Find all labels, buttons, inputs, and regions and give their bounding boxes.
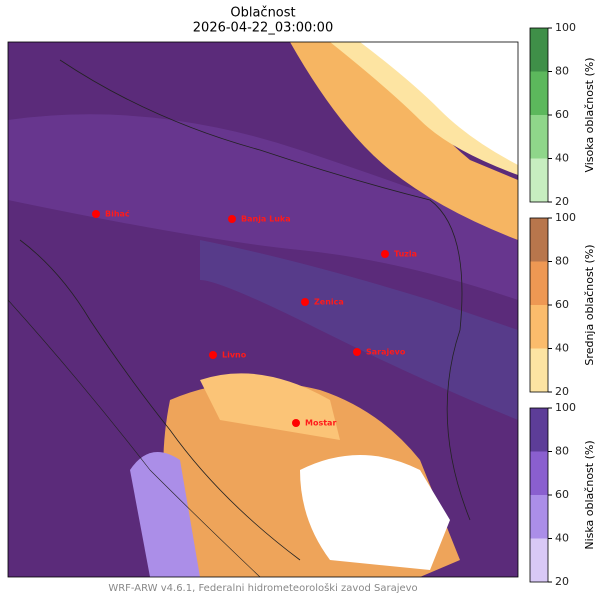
colorbar-tick-label: 80 <box>555 65 569 78</box>
city-marker <box>301 298 309 306</box>
colorbar-band <box>530 305 548 349</box>
colorbar-tick-label: 100 <box>555 211 576 224</box>
colorbar-tick-label: 80 <box>555 255 569 268</box>
colorbar-band <box>530 408 548 452</box>
colorbar-tick-label: 20 <box>555 195 569 208</box>
city-marker <box>228 215 236 223</box>
colorbar-band <box>530 28 548 72</box>
colorbar-tick-label: 40 <box>555 152 569 165</box>
colorbar-tick-label: 60 <box>555 488 569 501</box>
colorbar-tick-label: 80 <box>555 445 569 458</box>
colorbar-band <box>530 495 548 539</box>
city-label: Sarajevo <box>366 348 406 357</box>
city-label: Tuzla <box>394 250 417 259</box>
subtitle: 2026-04-22_03:00:00 <box>193 21 333 36</box>
colorbar-tick-label: 60 <box>555 298 569 311</box>
title: Oblačnost <box>230 6 295 21</box>
colorbar-band <box>530 158 548 202</box>
colorbar-band <box>530 451 548 495</box>
city-label: Livno <box>222 351 247 360</box>
colorbar-band <box>530 538 548 582</box>
city-label: Zenica <box>314 298 344 307</box>
cities: Bihać Banja Luka Tuzla Zenica Livno Sarajevo M… <box>92 209 417 428</box>
colorbar-tick-label: 40 <box>555 342 569 355</box>
colorbar-tick-label: 100 <box>555 21 576 34</box>
colorbar-band <box>530 115 548 159</box>
map-frame <box>7 41 519 578</box>
colorbar-label: Niska oblačnost (%) <box>583 440 596 549</box>
city-label: Banja Luka <box>241 215 291 224</box>
footer: WRF-ARW v4.6.1, Federalni hidrometeorolo… <box>108 582 417 594</box>
colorbar-tick-label: 100 <box>555 401 576 414</box>
city-label: Bihać <box>105 209 130 219</box>
city-label: Mostar <box>305 419 336 428</box>
colorbars: 20 40 60 80 100 Visoka oblačnost (%) 20 40 60 80 1… <box>529 21 596 588</box>
colorbar-label: Visoka oblačnost (%) <box>583 57 596 172</box>
city-marker <box>209 351 217 359</box>
colorbar-tick-label: 40 <box>555 532 569 545</box>
city-marker <box>92 210 100 218</box>
colorbar-band <box>530 348 548 392</box>
colorbar-band <box>530 71 548 115</box>
colorbar-band <box>530 218 548 262</box>
city-marker <box>292 419 300 427</box>
colorbar-label: Srednja oblačnost (%) <box>583 244 596 365</box>
colorbar-tick-label: 20 <box>555 575 569 588</box>
city-marker <box>381 250 389 258</box>
city-marker <box>353 348 361 356</box>
map <box>8 42 518 577</box>
colorbar-tick-label: 60 <box>555 108 569 121</box>
colorbar-tick-label: 20 <box>555 385 569 398</box>
colorbar-band <box>530 261 548 305</box>
